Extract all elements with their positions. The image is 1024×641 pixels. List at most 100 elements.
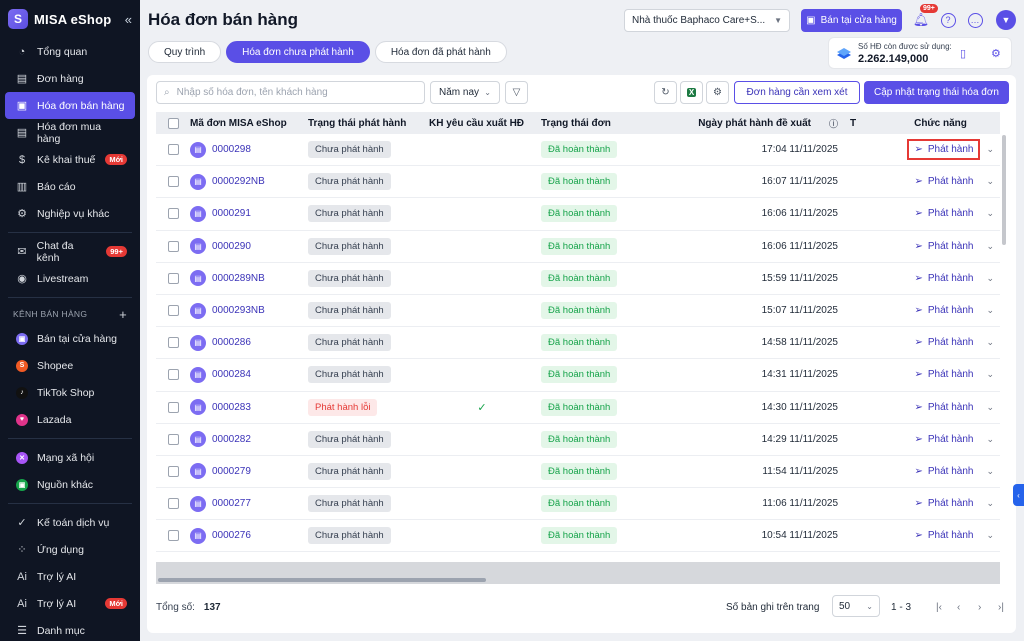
first-page-icon[interactable]: |‹	[936, 601, 942, 613]
help-icon[interactable]: ?	[939, 11, 957, 29]
table-row[interactable]: ▤ 0000298 Chưa phát hành Đã hoàn thành 17:04…	[156, 134, 1000, 167]
next-page-icon[interactable]: ›	[978, 601, 982, 613]
period-select[interactable]: Năm nay ⌄	[430, 81, 500, 104]
sidebar-item[interactable]: ▤ Đơn hàng	[5, 65, 135, 92]
chevron-down-icon[interactable]: ⌄	[986, 498, 994, 509]
sidebar-item[interactable]: ⚙ Nghiệp vụ khác	[5, 200, 135, 227]
row-checkbox[interactable]	[167, 433, 179, 445]
order-code-link[interactable]: 0000291	[212, 208, 251, 220]
sidebar-item[interactable]: ▤ Hóa đơn mua hàng	[5, 119, 135, 146]
gear-icon[interactable]: ⚙	[991, 48, 1001, 60]
sidebar-item[interactable]: ▥ Báo cáo	[5, 173, 135, 200]
row-checkbox[interactable]	[167, 530, 179, 542]
publish-button[interactable]: ➢ Phát hành	[907, 397, 980, 418]
order-code-link[interactable]: 0000292NB	[212, 176, 265, 188]
sidebar-item[interactable]: ◉ Livestream	[5, 265, 135, 292]
update-status-button[interactable]: Cập nhật trạng thái hóa đơn	[864, 81, 1009, 104]
bell-icon[interactable]: 🔔︎	[912, 12, 930, 27]
refresh-button[interactable]: ↻	[654, 81, 677, 104]
per-page-select[interactable]: 50 ⌄	[832, 595, 880, 617]
order-code-link[interactable]: 0000283	[212, 401, 251, 413]
sidebar-item[interactable]: ♪ TikTok Shop	[5, 379, 135, 406]
chevron-down-icon[interactable]: ⌄	[986, 144, 994, 155]
sidebar-item[interactable]: ✓ Kế toán dịch vụ	[5, 509, 135, 536]
chevron-down-icon[interactable]: ⌄	[986, 530, 994, 541]
vertical-scrollbar[interactable]	[1002, 135, 1006, 245]
sidebar-item[interactable]: $ Kê khai thuế Mới	[5, 146, 135, 173]
chevron-down-icon[interactable]: ⌄	[986, 305, 994, 316]
publish-button[interactable]: ➢ Phát hành	[907, 525, 980, 546]
tab-process[interactable]: Quy trình	[148, 41, 222, 63]
order-code-link[interactable]: 0000289NB	[212, 272, 265, 284]
filter-button[interactable]: ▽	[505, 81, 528, 104]
order-code-link[interactable]: 0000282	[212, 433, 251, 445]
order-code-link[interactable]: 0000298	[212, 144, 251, 156]
chevron-down-icon[interactable]: ⌄	[986, 272, 994, 283]
row-checkbox[interactable]	[167, 176, 179, 188]
table-row[interactable]: ▤ 0000291 Chưa phát hành Đã hoàn thành 16:06…	[156, 198, 1000, 231]
order-code-link[interactable]: 0000290	[212, 240, 251, 252]
row-checkbox[interactable]	[167, 305, 179, 317]
prev-page-icon[interactable]: ‹	[957, 601, 961, 613]
table-row[interactable]: ▤ 0000286 Chưa phát hành Đã hoàn thành 14:58…	[156, 327, 1000, 360]
row-checkbox[interactable]	[167, 272, 179, 284]
excel-button[interactable]: X	[680, 81, 703, 104]
sidebar-item[interactable]: ▣ Hóa đơn bán hàng	[5, 92, 135, 119]
table-row[interactable]: ▤ 0000277 Chưa phát hành Đã hoàn thành 11:06…	[156, 488, 1000, 521]
chevron-down-icon[interactable]: ⌄	[986, 337, 994, 348]
row-checkbox[interactable]	[167, 401, 179, 413]
tab-unpublished[interactable]: Hóa đơn chưa phát hành	[226, 41, 370, 63]
horizontal-scrollbar[interactable]	[158, 578, 486, 582]
row-checkbox[interactable]	[167, 144, 179, 156]
chevron-down-icon[interactable]: ⌄	[986, 240, 994, 251]
publish-button[interactable]: ➢ Phát hành	[907, 268, 980, 289]
table-row[interactable]: ▤ 0000289NB Chưa phát hành Đã hoàn thành 15:…	[156, 263, 1000, 295]
add-channel-icon[interactable]: +	[119, 306, 127, 322]
settings-button[interactable]: ⚙	[706, 81, 729, 104]
select-all-checkbox[interactable]	[167, 117, 179, 129]
review-orders-button[interactable]: Đơn hàng cần xem xét	[734, 81, 860, 104]
chevron-down-icon[interactable]: ⌄	[986, 465, 994, 476]
chevron-down-icon[interactable]: ⌄	[986, 401, 994, 412]
table-row[interactable]: ▤ 0000279 Chưa phát hành Đã hoàn thành 11:54…	[156, 456, 1000, 489]
sidebar-item[interactable]: Ai Trợ lý AI Mới	[5, 590, 135, 617]
chevron-down-icon[interactable]: ⌄	[986, 208, 994, 219]
search-input[interactable]: ⌕ Nhập số hóa đơn, tên khách hàng	[156, 81, 425, 104]
publish-button[interactable]: ➢ Phát hành	[907, 493, 980, 514]
order-code-link[interactable]: 0000277	[212, 498, 251, 510]
sidebar-item[interactable]: S Shopee	[5, 352, 135, 379]
publish-button[interactable]: ➢ Phát hành	[907, 332, 980, 353]
publish-button[interactable]: ➢ Phát hành	[907, 429, 980, 450]
sidebar-item[interactable]: Ai Trợ lý AI	[5, 563, 135, 590]
order-code-link[interactable]: 0000279	[212, 465, 251, 477]
publish-button[interactable]: ➢ Phát hành	[907, 236, 980, 257]
pos-button[interactable]: ▣ Bán tại cửa hàng	[801, 9, 902, 32]
sidebar-item[interactable]: ♥ Lazada	[5, 406, 135, 433]
document-icon[interactable]: ▯	[960, 48, 967, 60]
table-row[interactable]: ▤ 0000282 Chưa phát hành Đã hoàn thành 14:29…	[156, 424, 1000, 456]
account-menu-icon[interactable]: ▼	[996, 10, 1016, 30]
row-checkbox[interactable]	[167, 465, 179, 477]
order-code-link[interactable]: 0000293NB	[212, 305, 265, 317]
publish-button[interactable]: ➢ Phát hành	[907, 203, 980, 224]
row-checkbox[interactable]	[167, 337, 179, 349]
more-icon[interactable]: …	[966, 11, 984, 29]
row-checkbox[interactable]	[167, 498, 179, 510]
table-row[interactable]: ▤ 0000290 Chưa phát hành Đã hoàn thành 16:06…	[156, 231, 1000, 263]
order-code-link[interactable]: 0000286	[212, 337, 251, 349]
side-panel-toggle[interactable]: ‹	[1013, 484, 1024, 506]
publish-button[interactable]: ➢ Phát hành	[907, 139, 981, 161]
last-page-icon[interactable]: ›|	[998, 601, 1004, 613]
row-checkbox[interactable]	[167, 240, 179, 252]
publish-button[interactable]: ➢ Phát hành	[907, 364, 980, 385]
row-checkbox[interactable]	[167, 369, 179, 381]
row-checkbox[interactable]	[167, 208, 179, 220]
table-row[interactable]: ▤ 0000292NB Chưa phát hành Đã hoàn thành 16:…	[156, 166, 1000, 199]
chevron-down-icon[interactable]: ⌄	[986, 433, 994, 444]
sidebar-item[interactable]: ☰ Danh mục	[5, 617, 135, 641]
table-row[interactable]: ▤ 0000276 Chưa phát hành Đã hoàn thành 10:54…	[156, 520, 1000, 553]
order-code-link[interactable]: 0000284	[212, 369, 251, 381]
sidebar-item[interactable]: ✉ Chat đa kênh 99+	[5, 238, 135, 265]
tab-published[interactable]: Hóa đơn đã phát hành	[374, 41, 507, 63]
sidebar-item[interactable]: ▣ Nguồn khác	[5, 471, 135, 498]
